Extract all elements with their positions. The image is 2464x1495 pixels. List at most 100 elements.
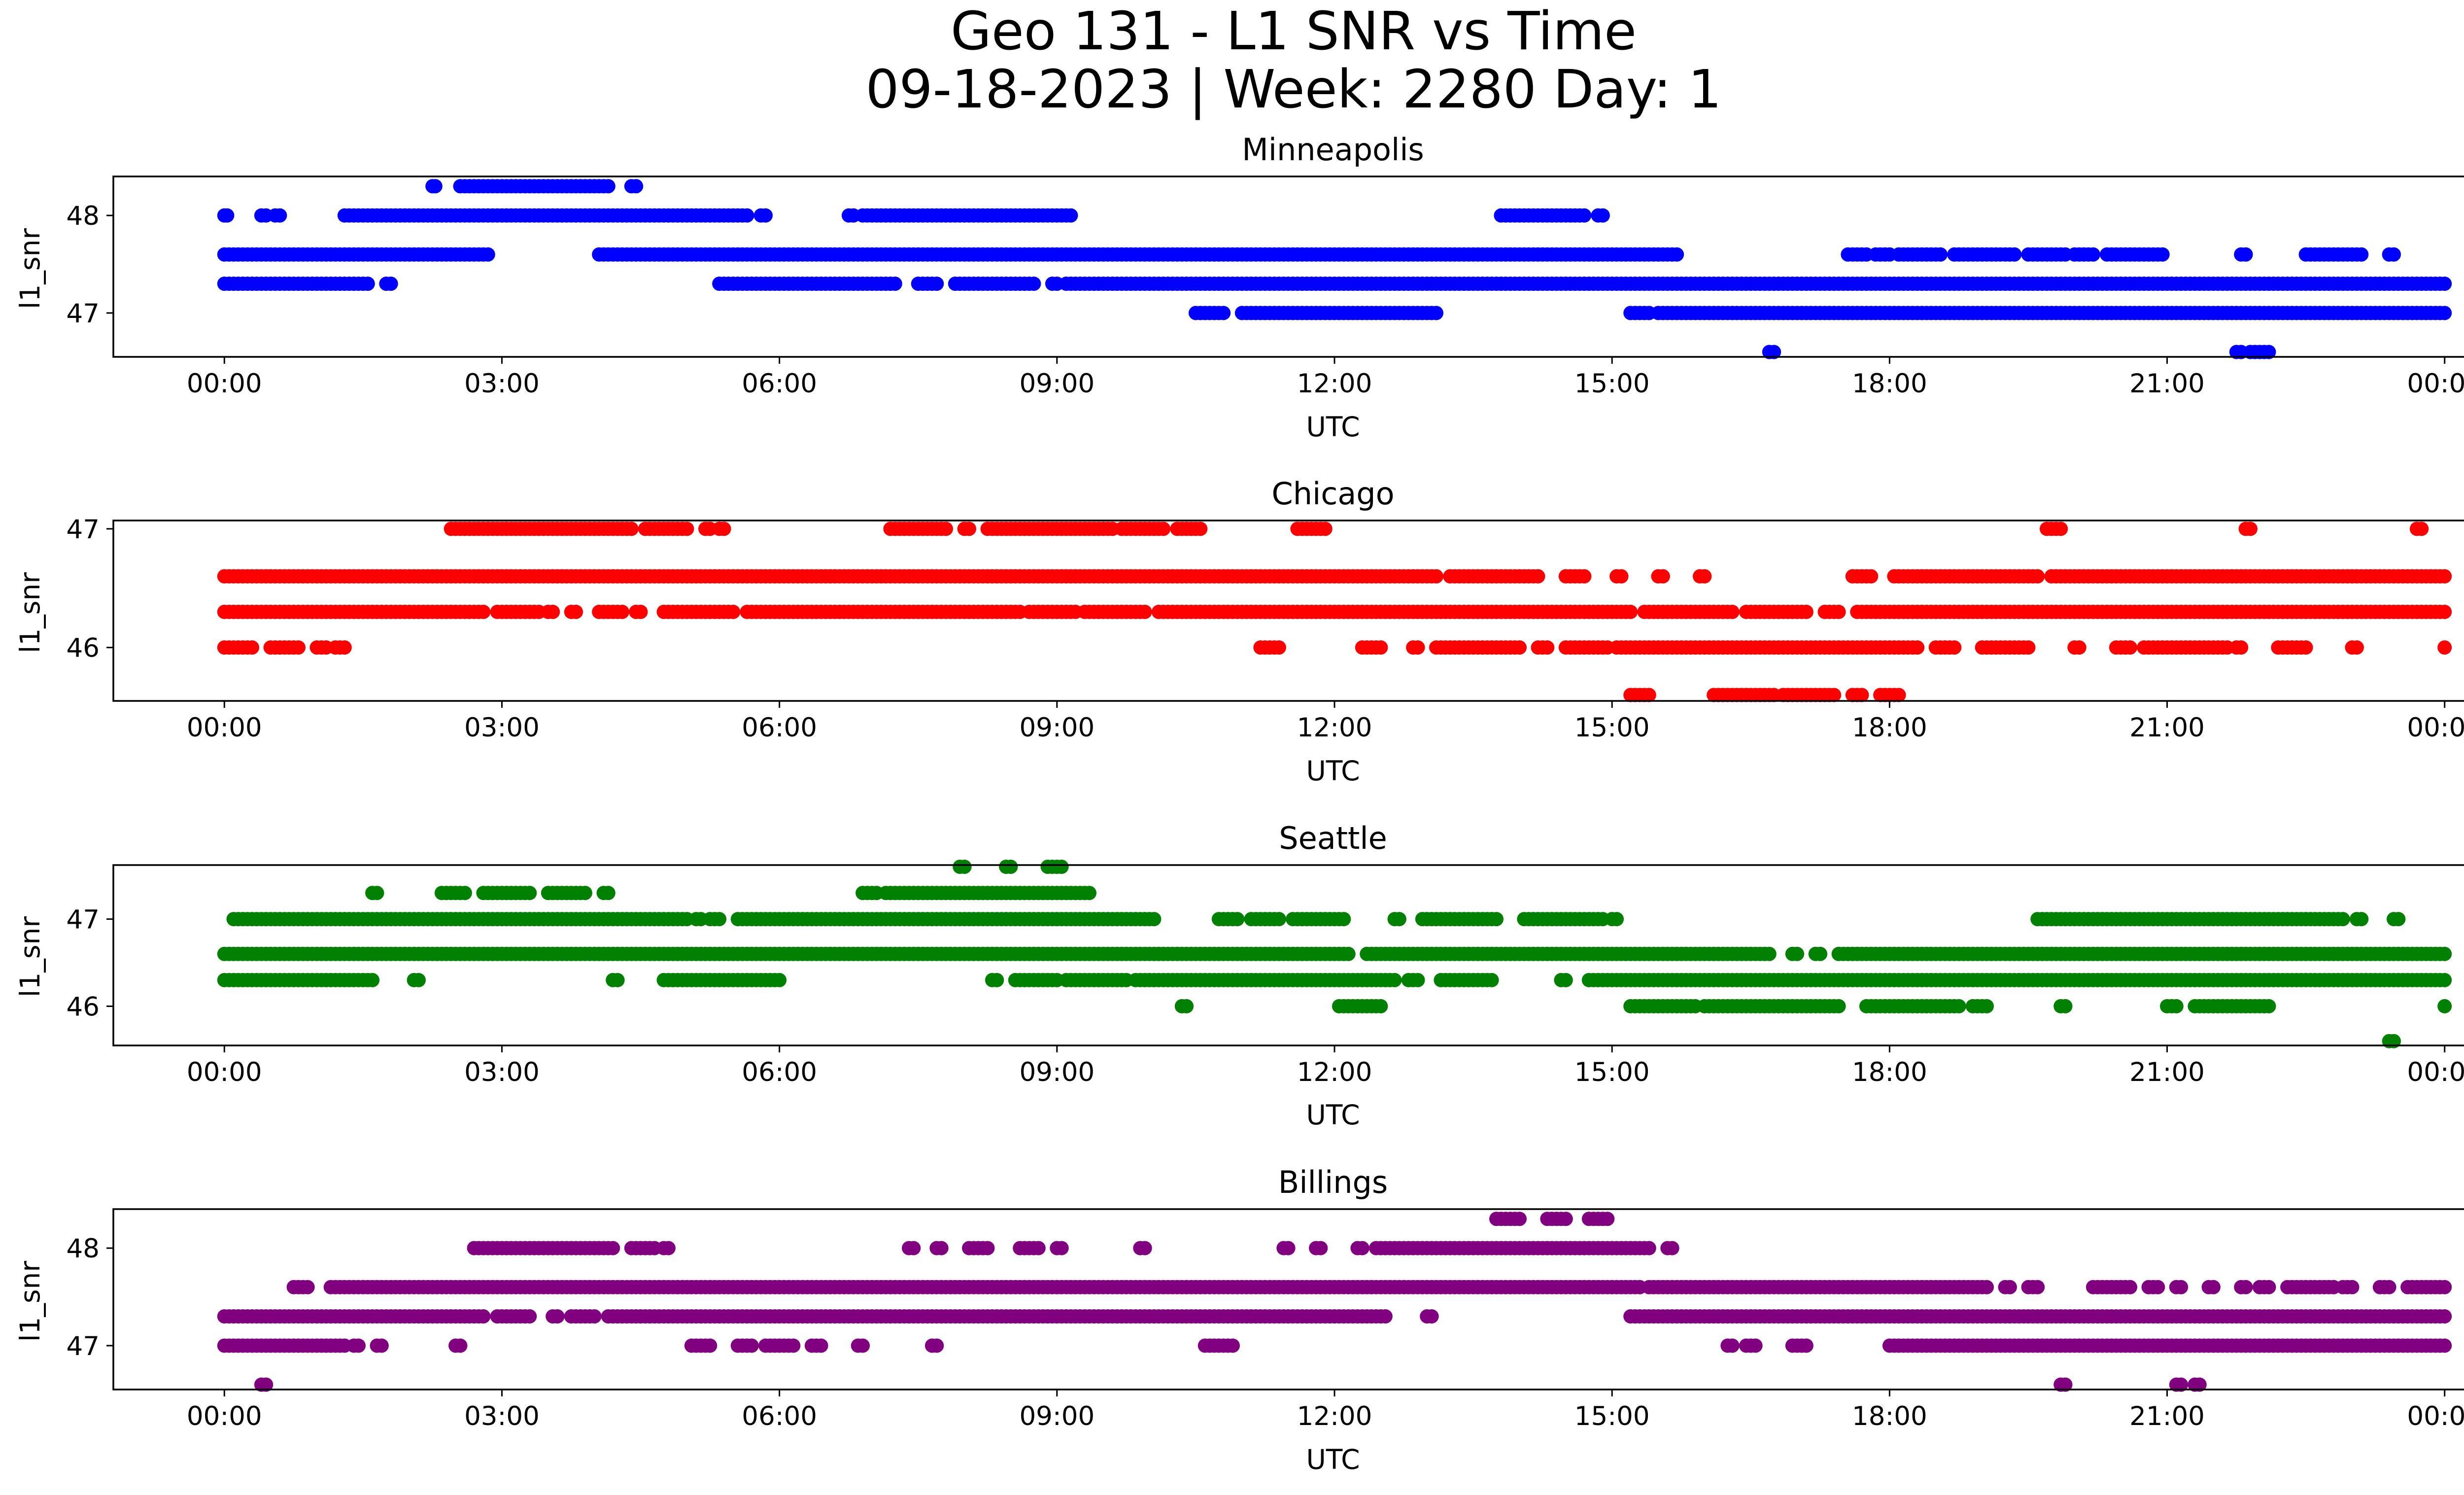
data-point [2437,973,2452,987]
data-point [1318,522,1333,536]
data-point [1725,604,1740,619]
data-point [1540,640,1555,655]
data-point [1281,1241,1296,1255]
data-point [578,886,592,901]
data-point [1725,1338,1740,1353]
data-point [744,1338,759,1353]
data-point [351,1338,366,1353]
scatter-points [217,522,2452,702]
data-point [1410,973,1425,987]
data-point [1137,1241,1152,1255]
data-point [814,1338,828,1353]
data-point [587,1309,602,1324]
data-point [1082,886,1096,901]
data-point [772,973,787,987]
data-point [2349,640,2364,655]
data-point [680,522,694,536]
data-point [220,208,235,223]
data-point [1355,1241,1369,1255]
data-point [1003,860,1018,874]
data-point [476,604,491,619]
x-tick-label: 03:00 [464,369,540,399]
y-tick-label: 48 [67,201,100,231]
data-point [1831,999,1846,1013]
x-tick-label: 18:00 [1852,1057,1927,1087]
data-point [712,912,727,927]
data-point [1429,306,1443,320]
data-point [758,208,773,223]
data-point [453,1338,468,1353]
data-point [1336,912,1351,927]
data-point [2002,1280,2017,1294]
data-point [1600,1212,1615,1226]
data-point [1609,912,1624,927]
data-point [1577,569,1592,584]
data-point [1767,345,1781,359]
data-point [2437,1309,2452,1324]
data-point [624,522,639,536]
data-point [2169,999,2184,1013]
data-point [1642,688,1656,702]
data-point [2437,569,2452,584]
data-point [360,277,375,291]
x-tick-label: 09:00 [1019,1057,1095,1087]
x-axis-label: UTC [1306,755,1360,787]
data-point [2391,912,2406,927]
x-tick-label: 06:00 [742,369,817,399]
data-point [1378,1309,1393,1324]
data-point [786,1338,801,1353]
data-point [1980,1280,1994,1294]
data-point [457,886,472,901]
data-point [1216,306,1231,320]
data-point [1623,604,1638,619]
data-point [1031,1241,1046,1255]
data-point [411,973,426,987]
data-point [2354,247,2369,262]
data-point [2234,640,2249,655]
data-point [990,973,1004,987]
x-tick-label: 00:00 [2407,369,2464,399]
y-axis-label: l1_snr [14,916,46,997]
data-point [2053,522,2068,536]
x-tick-label: 21:00 [2129,1057,2205,1087]
data-point [1392,912,1406,927]
data-point [2058,999,2073,1013]
data-point [1484,973,1499,987]
data-point [2437,1280,2452,1294]
x-tick-label: 15:00 [1574,369,1650,399]
data-point [383,277,398,291]
data-point [1891,688,1906,702]
y-axis-label: l1_snr [14,228,46,309]
data-point [2437,306,2452,320]
data-point [2123,1280,2137,1294]
data-point [962,522,976,536]
data-point [1910,640,1925,655]
data-point [2261,1280,2276,1294]
data-point [2261,999,2276,1013]
data-point [300,1280,315,1294]
data-point [1512,640,1527,655]
data-point [428,179,443,194]
data-point [2382,1280,2396,1294]
data-point [1230,912,1245,927]
data-point [1748,1338,1763,1353]
x-tick-label: 21:00 [2129,713,2205,743]
data-point [1424,1309,1439,1324]
data-point [1642,1241,1656,1255]
data-point [629,179,644,194]
x-tick-label: 21:00 [2129,369,2205,399]
y-axis-label: l1_snr [14,572,46,653]
x-tick-label: 06:00 [742,1057,817,1087]
data-point [291,640,306,655]
x-tick-label: 00:00 [2407,713,2464,743]
data-point [1799,604,1814,619]
data-point [374,1338,389,1353]
data-point [2437,999,2452,1013]
data-point [476,1309,491,1324]
x-tick-label: 00:00 [2407,1057,2464,1087]
data-point [888,277,902,291]
data-point [2414,522,2429,536]
data-point [906,1241,921,1255]
x-tick-label: 00:00 [187,1057,262,1087]
data-point [1670,247,1684,262]
